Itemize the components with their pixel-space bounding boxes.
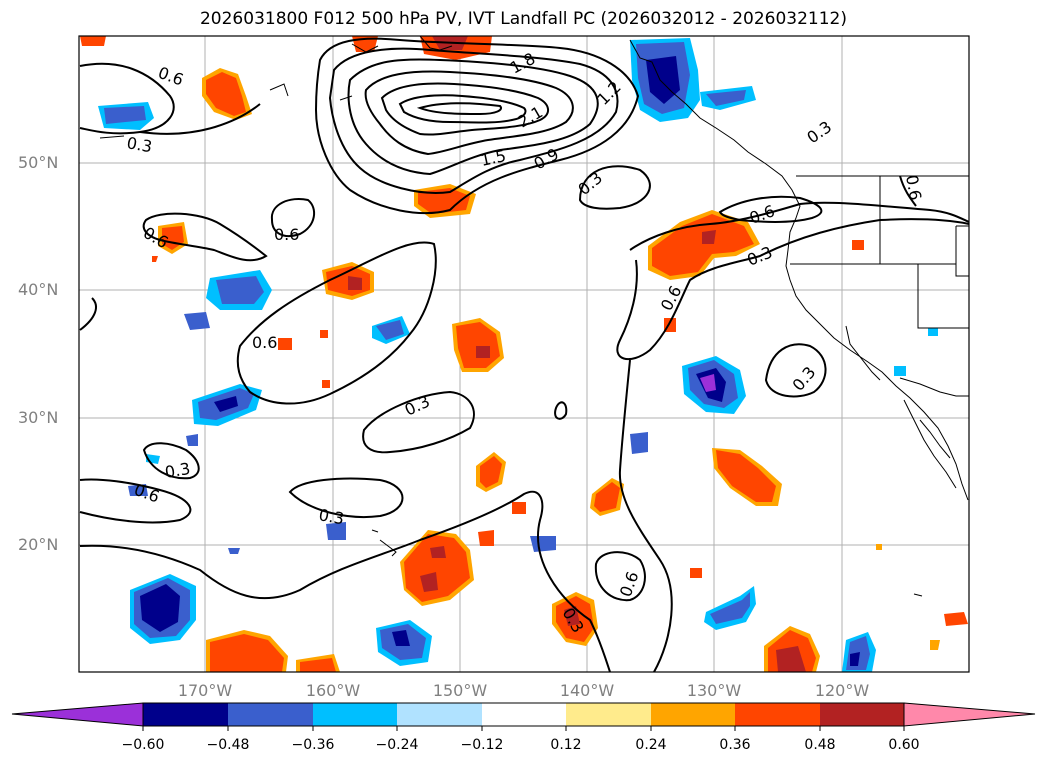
contour-label: 0.3 <box>317 505 345 528</box>
lat-label-20n: 20°N <box>18 535 59 554</box>
blob-red-41n <box>322 262 374 300</box>
blob-blue-s3 <box>842 632 876 672</box>
blob-blue-s1 <box>376 620 432 666</box>
colorbar-tick-label: 0.48 <box>804 737 836 753</box>
colorbar <box>11 702 1036 731</box>
contour-label: 0.6 <box>274 225 299 244</box>
lat-label-40n: 40°N <box>18 280 59 299</box>
colorbar-segment <box>566 703 651 726</box>
colorbar-extend-high <box>903 702 1036 727</box>
blob-blue-s2 <box>704 586 756 630</box>
blob-blue-sw <box>130 574 196 644</box>
ivt-negative-anomalies <box>98 38 938 672</box>
coastlines-borders <box>99 36 969 597</box>
blob-red-19n <box>400 530 474 606</box>
colorbar-segment <box>228 703 313 726</box>
blob-red-bottom-left <box>206 630 340 672</box>
blob-blue-31n <box>192 384 262 426</box>
colorbar-tick-label: 0.24 <box>635 737 667 753</box>
lon-label-160w: 160°W <box>305 681 361 700</box>
blob-red-small-37n <box>278 318 676 388</box>
blob-red-28n <box>712 448 782 506</box>
colorbar-tick-label: −0.48 <box>206 737 250 753</box>
colorbar-segment <box>397 703 482 726</box>
blob-red-52n <box>202 68 252 120</box>
blob-blue-21n <box>228 522 556 554</box>
map-frame <box>78 35 970 673</box>
blob-red-27n <box>476 452 506 492</box>
colorbar-tick-label: −0.36 <box>291 737 335 753</box>
contour-label: 1.5 <box>479 146 508 170</box>
lat-label-50n: 50°N <box>18 153 59 172</box>
colorbar-tick-label: −0.24 <box>375 737 419 753</box>
lon-label-170w: 170°W <box>177 681 233 700</box>
colorbar-tick-label: 0.36 <box>719 737 751 753</box>
blob-red-24n <box>478 478 624 546</box>
colorbar-extend-low <box>11 702 144 727</box>
blob-blue-coast <box>894 328 938 376</box>
blob-red-36n <box>452 318 504 372</box>
blob-red-15n <box>552 592 598 646</box>
ivt-positive-anomalies <box>80 36 968 672</box>
blob-blue-37n <box>184 312 210 330</box>
colorbar-segment <box>820 703 904 726</box>
contour-label: 0.6 <box>902 173 925 201</box>
colorbar-segment <box>735 703 820 726</box>
lon-label-140w: 140°W <box>559 681 615 700</box>
blob-red-topleft <box>80 36 106 46</box>
blob-blue-33n <box>682 356 746 414</box>
blob-blue-west1 <box>98 102 154 130</box>
lat-label-30n: 30°N <box>18 408 59 427</box>
lon-label-130w: 130°W <box>686 681 742 700</box>
blob-red-bottom-right <box>690 544 968 672</box>
blob-blue-28n <box>186 432 648 454</box>
colorbar-segment <box>143 703 228 726</box>
blob-blue-36n <box>372 316 410 344</box>
colorbar-segment <box>482 703 566 726</box>
colorbar-segment <box>651 703 735 726</box>
blob-blue-ak-east <box>700 86 756 110</box>
lon-label-120w: 120°W <box>814 681 870 700</box>
lon-label-150w: 150°W <box>432 681 488 700</box>
contour-label: 0.6 <box>252 333 277 352</box>
pv-contours <box>79 37 969 672</box>
blob-blue-40n <box>206 270 272 310</box>
blob-red-44n <box>152 222 188 262</box>
contour-label: 0.3 <box>125 133 153 156</box>
colorbar-tick-label: 0.60 <box>888 737 920 753</box>
colorbar-tick-label: −0.60 <box>121 737 165 753</box>
colorbar-segment <box>313 703 397 726</box>
colorbar-tick-label: 0.12 <box>550 737 582 753</box>
contour-label: 0.3 <box>163 459 191 482</box>
colorbar-tick-label: −0.12 <box>460 737 504 753</box>
map-title: 2026031800 F012 500 hPa PV, IVT Landfall… <box>199 9 847 29</box>
blob-blue-canada <box>630 38 700 122</box>
